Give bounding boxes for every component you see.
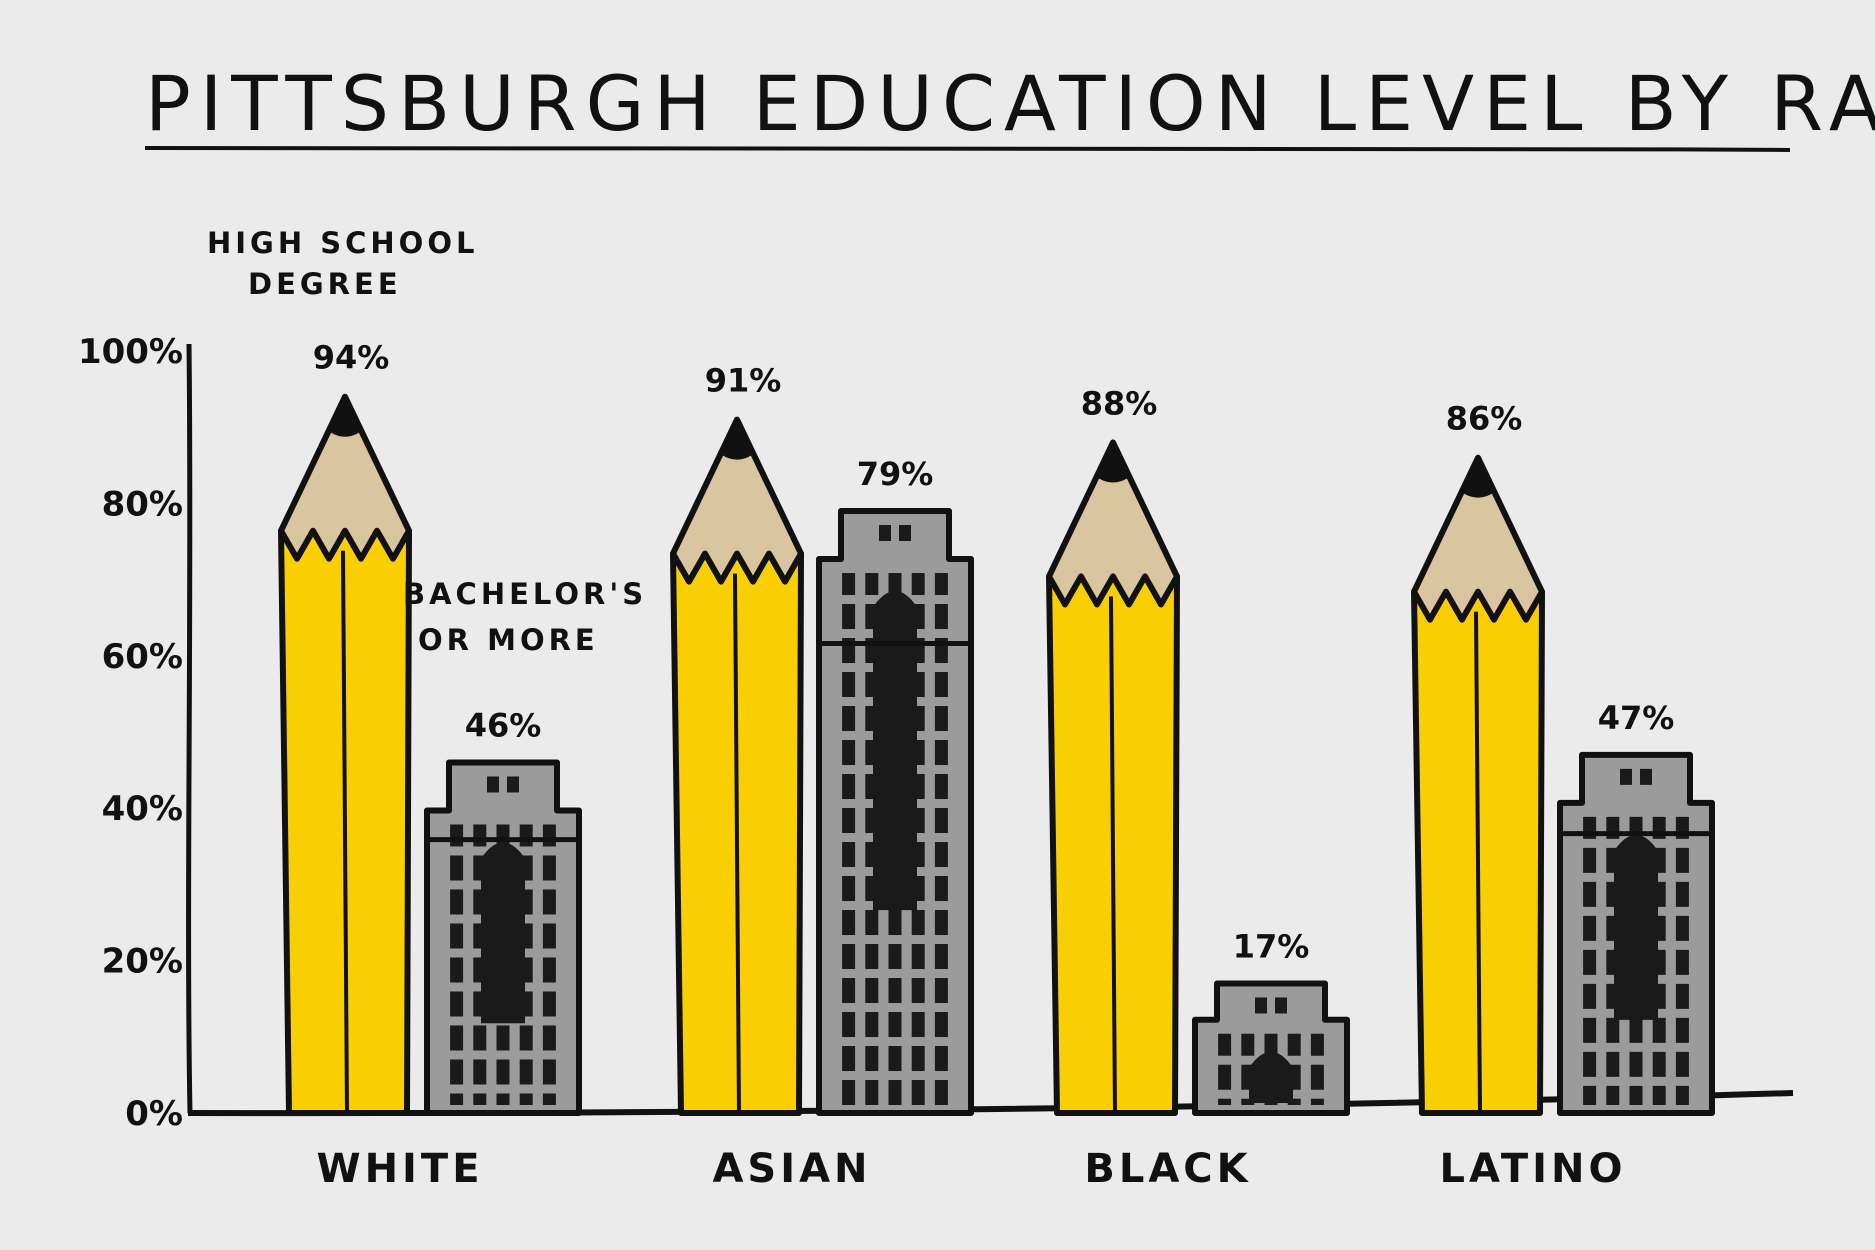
chart-title-group: PITTSBURGH EDUCATION LEVEL BY RACE: [144, 59, 1875, 152]
value-label-bachelors: 47%: [1598, 699, 1675, 737]
pencil-stripe: [733, 573, 741, 1114]
building-floor-band: [441, 1084, 565, 1094]
chart-title: PITTSBURGH EDUCATION LEVEL BY RACE: [145, 59, 1875, 148]
pencil-lead: [723, 419, 751, 460]
pencil-lead: [1464, 457, 1492, 498]
building-window-column: [1310, 1033, 1324, 1105]
series-label-high-school: HIGH SCHOOL DEGREE: [207, 226, 478, 301]
pencil-lead: [1099, 442, 1127, 483]
y-tick-label: 100%: [78, 332, 183, 372]
value-label-high-school: 86%: [1446, 400, 1523, 438]
y-tick-label: 20%: [102, 942, 183, 982]
pencil-wood: [278, 393, 412, 562]
value-label-high-school: 94%: [313, 339, 390, 377]
building-arch: [1614, 834, 1658, 1020]
building-window-column: [542, 824, 556, 1105]
building-floor-band: [441, 1050, 565, 1060]
series-label-ba-line1: BACHELOR'S: [403, 577, 647, 611]
pencil-wood: [1046, 439, 1180, 608]
building-crown-window: [1640, 768, 1652, 785]
y-tick-labels: 0% 20% 40% 60% 80% 100%: [78, 332, 183, 1134]
building-crown-window: [1275, 997, 1287, 1014]
category-label: LATINO: [1440, 1146, 1627, 1192]
y-tick-label: 40%: [102, 789, 183, 829]
category-label: BLACK: [1084, 1146, 1251, 1192]
building-floor-band: [833, 969, 957, 979]
bar-bachelors-black: [1192, 980, 1350, 1116]
building-window-column: [1675, 816, 1689, 1105]
building-arch: [1249, 1051, 1293, 1103]
bars: [278, 393, 1715, 1116]
building-floor-band: [833, 935, 957, 945]
building-floor-band: [833, 1037, 957, 1047]
building-crown-window: [507, 776, 519, 793]
value-label-bachelors: 17%: [1233, 927, 1310, 965]
value-label-bachelors: 79%: [857, 455, 934, 493]
value-labels: 94% 46% 91% 79% 88% 17% 86% 47%: [313, 339, 1675, 966]
pencil-wood: [670, 416, 804, 585]
pencil-lead: [331, 396, 359, 437]
category-labels: WHITE ASIAN BLACK LATINO: [316, 1146, 1627, 1192]
category-label: ASIAN: [712, 1146, 871, 1192]
building-window-column: [1583, 816, 1597, 1105]
building-floor-band: [833, 1003, 957, 1013]
value-label-high-school: 88%: [1081, 384, 1158, 422]
building-window-column: [1218, 1033, 1232, 1105]
value-label-bachelors: 46%: [465, 706, 542, 744]
bar-high-school-latino: [1411, 454, 1545, 1116]
building-floor-band: [1574, 1076, 1698, 1086]
y-tick-label: 80%: [102, 484, 183, 524]
bar-bachelors-asian: [816, 508, 974, 1116]
series-label-hs-line2: DEGREE: [248, 267, 402, 301]
building-crown-window: [487, 776, 499, 793]
series-label-hs-line1: HIGH SCHOOL: [207, 226, 478, 260]
y-tick-label: 60%: [102, 637, 183, 677]
bar-high-school-asian: [670, 416, 804, 1116]
pencil-stripe: [1109, 596, 1117, 1114]
building-floor-band: [833, 1071, 957, 1081]
bar-high-school-black: [1046, 439, 1180, 1116]
y-tick-label: 0%: [125, 1094, 183, 1134]
series-label-bachelors: BACHELOR'S OR MORE: [403, 577, 647, 657]
building-crown-window: [1255, 997, 1267, 1014]
bar-high-school-white: [278, 393, 412, 1116]
pencil-stripe: [1474, 611, 1482, 1114]
y-axis-line: [186, 343, 193, 1114]
building-window-column: [450, 824, 464, 1105]
bar-bachelors-latino: [1557, 751, 1715, 1116]
building-crown-window: [1620, 768, 1632, 785]
building-arch: [873, 591, 917, 911]
pencil-wood: [1411, 454, 1545, 623]
pencil-stripe: [341, 550, 349, 1114]
category-label: WHITE: [316, 1146, 483, 1192]
series-label-ba-line2: OR MORE: [418, 623, 599, 657]
value-label-high-school: 91%: [705, 362, 782, 400]
bar-bachelors-white: [424, 759, 582, 1116]
title-underline: [144, 146, 1791, 152]
building-crown-window: [879, 525, 891, 542]
building-floor-band: [1574, 1042, 1698, 1052]
building-arch: [481, 842, 525, 1024]
building-crown-window: [899, 525, 911, 542]
